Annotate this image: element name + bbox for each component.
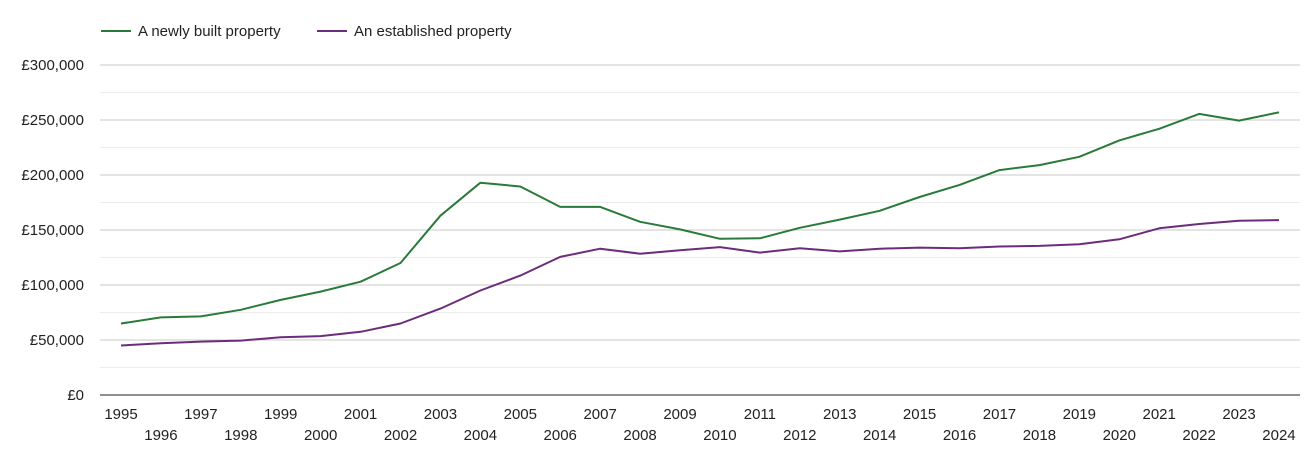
legend: A newly built property An established pr…: [101, 23, 512, 40]
x-tick-label: 1999: [264, 406, 297, 423]
x-tick-label: 2013: [823, 406, 856, 423]
x-tick-label: 1997: [184, 406, 217, 423]
x-tick-label: 1998: [224, 427, 257, 444]
x-tick-label: 2012: [783, 427, 816, 444]
x-tick-label: 2007: [583, 406, 616, 423]
x-tick-label: 2006: [544, 427, 577, 444]
x-tick-label: 2008: [623, 427, 656, 444]
x-tick-label: 2003: [424, 406, 457, 423]
x-tick-label: 1995: [104, 406, 137, 423]
x-tick-label: 2000: [304, 427, 337, 444]
grid: [100, 64, 1300, 368]
y-tick-label: £100,000: [21, 277, 84, 294]
x-tick-labels: 1995 1996 1997 1998 1999 2000 2001 2002 2003 2004…: [104, 406, 1295, 444]
x-tick-label: 2002: [384, 427, 417, 444]
legend-label-newly-built: A newly built property: [138, 23, 281, 40]
x-tick-label: 2004: [464, 427, 497, 444]
y-tick-label: £50,000: [30, 332, 84, 349]
x-tick-label: 1996: [144, 427, 177, 444]
x-tick-label: 2016: [943, 427, 976, 444]
legend-item-established: An established property: [317, 23, 512, 40]
legend-label-established: An established property: [354, 23, 512, 40]
y-tick-label: £150,000: [21, 222, 84, 239]
y-tick-label: £0: [67, 387, 84, 404]
x-tick-label: 2022: [1182, 427, 1215, 444]
x-tick-label: 2023: [1222, 406, 1255, 423]
y-tick-label: £300,000: [21, 57, 84, 74]
series-line-newly-built: [120, 111, 1280, 325]
x-tick-label: 2005: [504, 406, 537, 423]
x-tick-label: 2010: [703, 427, 736, 444]
x-tick-label: 2009: [663, 406, 696, 423]
series-lines: [120, 111, 1280, 347]
x-tick-label: 2014: [863, 427, 896, 444]
x-tick-label: 2015: [903, 406, 936, 423]
x-tick-label: 2021: [1142, 406, 1175, 423]
x-tick-label: 2017: [983, 406, 1016, 423]
y-tick-label: £200,000: [21, 167, 84, 184]
x-tick-label: 2001: [344, 406, 377, 423]
legend-item-newly-built: A newly built property: [101, 23, 281, 40]
x-tick-label: 2019: [1063, 406, 1096, 423]
x-tick-label: 2024: [1262, 427, 1295, 444]
x-tick-label: 2018: [1023, 427, 1056, 444]
series-line-established: [120, 219, 1280, 347]
x-tick-label: 2020: [1103, 427, 1136, 444]
x-tick-label: 2011: [744, 406, 776, 423]
y-tick-labels: £0 £50,000 £100,000 £150,000 £200,000 £250,00…: [21, 57, 84, 404]
y-tick-label: £250,000: [21, 112, 84, 129]
